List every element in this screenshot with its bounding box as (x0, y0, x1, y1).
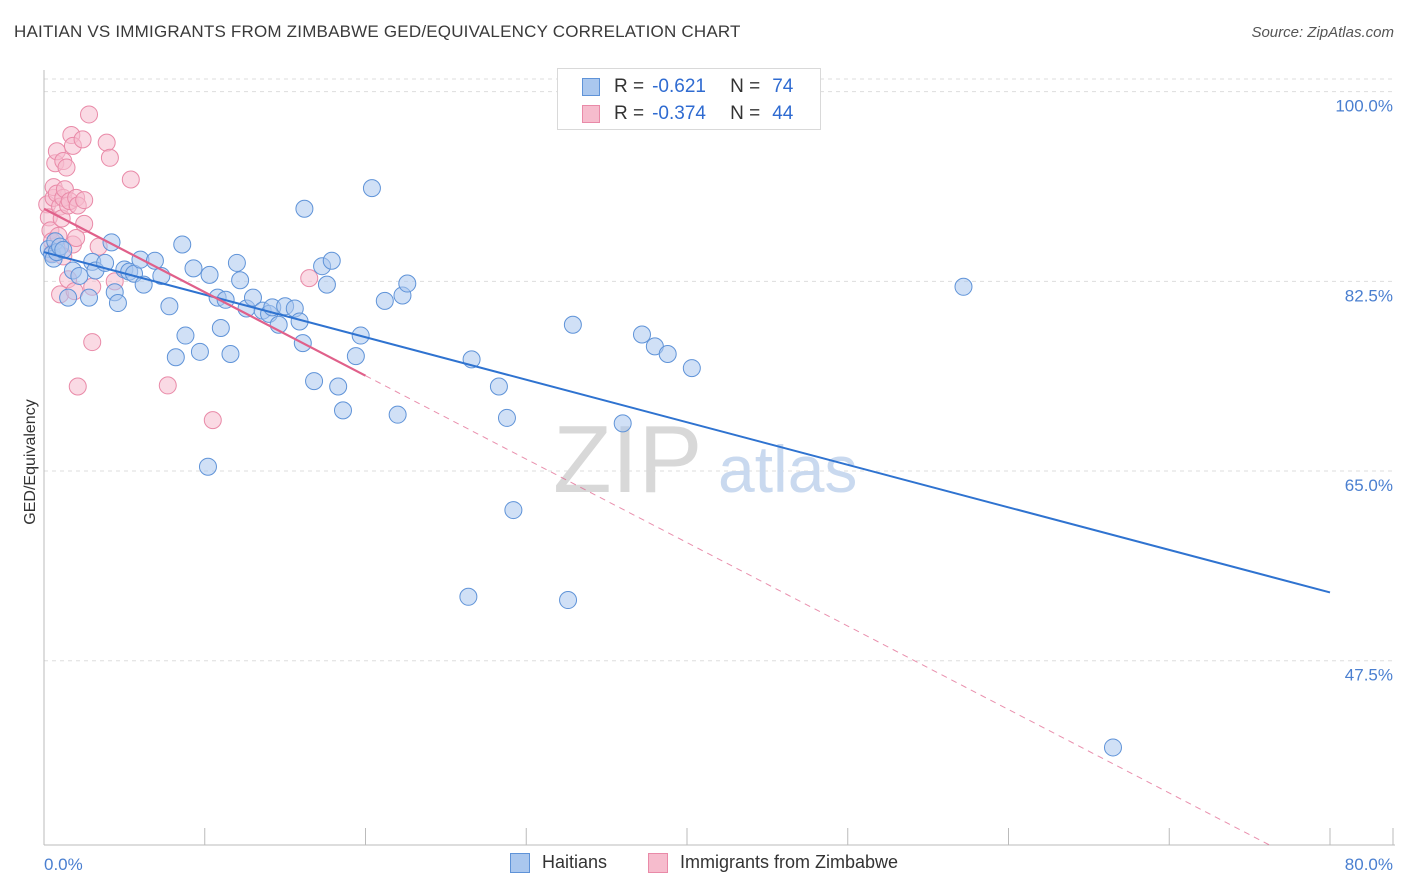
haitians-point (563, 315, 582, 334)
haitians-point (184, 259, 203, 278)
haitians-point (362, 179, 381, 198)
haitians-point (333, 401, 352, 420)
y-tick-label: 82.5% (1345, 286, 1393, 305)
zimbabwe-point (158, 376, 177, 395)
haitians-point (497, 408, 516, 427)
zimbabwe-point (97, 133, 116, 152)
haitians-point (231, 271, 250, 290)
zimbabwe-point (80, 105, 99, 124)
haitians-point (317, 275, 336, 294)
zimbabwe-point (100, 148, 119, 167)
haitians-point (295, 199, 314, 218)
zimbabwe-swatch (582, 105, 600, 123)
haitians-point (160, 297, 179, 316)
zimbabwe-trend-extrapolation (365, 375, 1270, 846)
zimbabwe-point (67, 229, 86, 248)
n-label: N = (730, 76, 761, 97)
haitians-point (559, 591, 578, 610)
haitians-trend-line (43, 251, 1331, 594)
haitians-point (211, 318, 230, 337)
y-tick-label: 65.0% (1345, 476, 1393, 495)
zimbabwe-point (203, 411, 222, 430)
haitians-point (190, 342, 209, 361)
haitians-point (459, 587, 478, 606)
haitians-point (504, 501, 523, 520)
haitians-point (243, 288, 262, 307)
haitians-point (489, 377, 508, 396)
r-value-zimbabwe: -0.374 (652, 103, 706, 124)
zimbabwe-point (68, 377, 87, 396)
haitians-point (954, 277, 973, 296)
zimbabwe-point (75, 191, 94, 210)
gridlines (44, 78, 1395, 662)
stats-legend-row-zimbabwe: R = -0.374 N = 44 (582, 103, 794, 125)
haitians-point (227, 253, 246, 272)
chart-title: HAITIAN VS IMMIGRANTS FROM ZIMBABWE GED/… (14, 22, 741, 41)
haitians-point (173, 235, 192, 254)
haitians-point (398, 274, 417, 293)
watermark-atlas: atlas (718, 432, 857, 506)
legend-label-zimbabwe: Immigrants from Zimbabwe (680, 852, 899, 872)
zimbabwe-point (73, 130, 92, 149)
y-tick-label: 47.5% (1345, 666, 1393, 685)
haitians-point (108, 294, 127, 313)
haitians-swatch (582, 78, 600, 96)
source-label: Source: ZipAtlas.com (1251, 24, 1394, 41)
haitians-point (198, 457, 217, 476)
series-legend: Haitians Immigrants from Zimbabwe (0, 852, 1406, 876)
haitians-point (59, 288, 78, 307)
legend-item-haitians[interactable]: Haitians (510, 852, 607, 873)
x-tick-label: 0.0% (44, 855, 83, 874)
n-value-haitians: 74 (772, 76, 794, 97)
haitians-legend-swatch (510, 852, 530, 873)
haitians-point (200, 265, 219, 284)
haitians-point (322, 251, 341, 270)
haitians-point (54, 240, 73, 259)
r-label: R = (614, 76, 645, 97)
zimbabwe-trend-line (43, 207, 367, 377)
zimbabwe-point (300, 269, 319, 288)
haitians-point (102, 233, 121, 252)
haitians-point (613, 414, 632, 433)
zimbabwe-point (83, 333, 102, 352)
n-value-zimbabwe: 44 (772, 103, 794, 124)
haitians-point (658, 344, 677, 363)
legend-label-haitians: Haitians (542, 852, 608, 872)
haitians-point (346, 347, 365, 366)
haitians-point (80, 288, 99, 307)
zimbabwe-point (121, 170, 140, 189)
haitians-point (176, 326, 195, 345)
tick-labels: 47.5% 65.0% 82.5% 100.0% 0.0% 80.0% (44, 97, 1393, 874)
haitians-point (375, 291, 394, 310)
stats-legend-row-haitians: R = -0.621 N = 74 (582, 76, 794, 98)
zimbabwe-legend-swatch (648, 852, 668, 873)
n-label: N = (730, 103, 761, 124)
stats-legend: R = -0.621 N = 74 R = -0.374 N = 44 (557, 68, 821, 130)
haitians-point (632, 325, 651, 344)
r-label: R = (614, 103, 645, 124)
legend-item-zimbabwe[interactable]: Immigrants from Zimbabwe (648, 852, 898, 873)
haitians-point (70, 266, 89, 285)
haitians-point (305, 372, 324, 391)
haitians-point (221, 344, 240, 363)
zimbabwe-point (57, 158, 76, 177)
haitians-point (682, 359, 701, 378)
haitians-point (329, 377, 348, 396)
haitians-point (1103, 738, 1122, 757)
haitians-point (166, 348, 185, 367)
y-tick-label: 100.0% (1335, 97, 1393, 116)
haitians-point (388, 405, 407, 424)
trend-lines (43, 207, 1331, 846)
x-tick-label: 80.0% (1345, 855, 1393, 874)
r-value-haitians: -0.621 (652, 76, 706, 97)
watermark: ZIP atlas (553, 406, 857, 513)
